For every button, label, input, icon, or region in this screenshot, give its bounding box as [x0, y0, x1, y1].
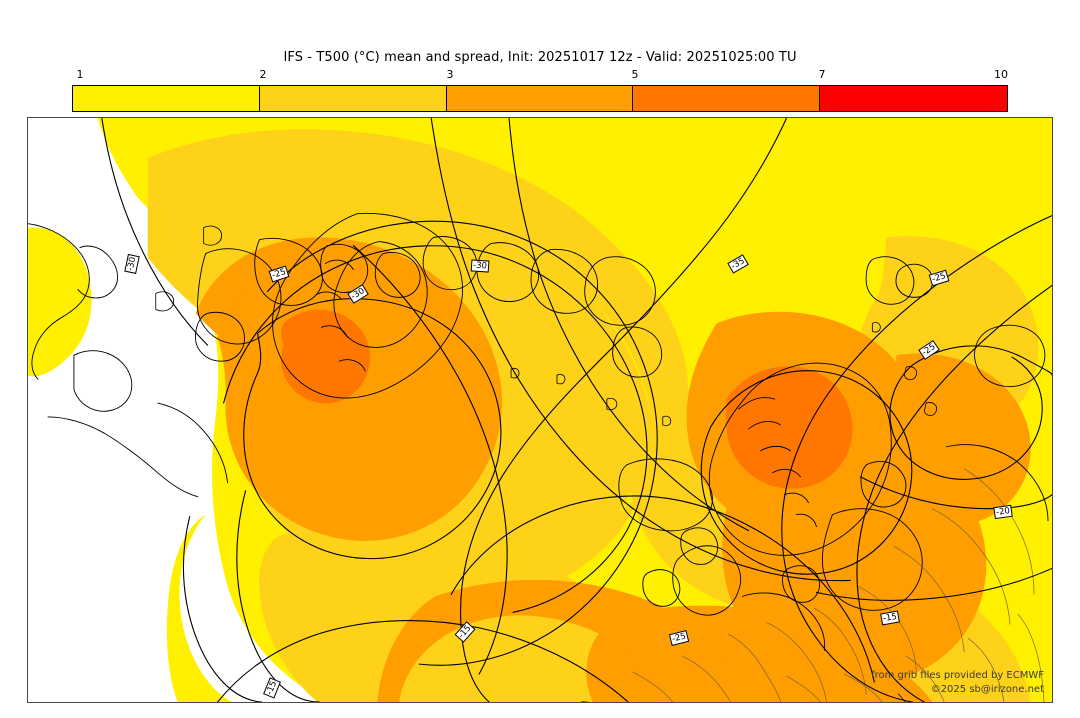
contour-minus-30-arc — [266, 220, 658, 666]
coast-newfoundland — [73, 350, 133, 412]
colorbar-tick-labels: 1 2 3 5 7 10 — [72, 68, 1009, 84]
coast-greenland — [272, 212, 463, 399]
spread-band-3-5-atlantic-arc — [377, 579, 749, 702]
coast-labrador — [77, 245, 119, 299]
colorbar-segment-2-3 — [259, 86, 447, 111]
colorbar-tick-7: 7 — [818, 68, 826, 81]
colorbar-segment-1-2 — [73, 86, 260, 111]
coast-norway-coast — [738, 397, 817, 528]
contour-norway-loop — [700, 370, 913, 575]
contour-minus-25-east2 — [856, 284, 1052, 702]
colorbar-tick-3: 3 — [446, 68, 454, 81]
colorbar-tick-5: 5 — [631, 68, 639, 81]
colorbar-tick-2: 2 — [259, 68, 267, 81]
colorbar-segment-5-7 — [633, 86, 821, 111]
coast-arctic-isl-6 — [584, 256, 656, 326]
contour-label: -20 — [993, 504, 1013, 520]
colorbar-tick-10: 10 — [994, 68, 1008, 81]
coast-north-america — [28, 223, 90, 380]
page-title: IFS - T500 (°C) mean and spread, Init: 2… — [283, 50, 797, 65]
coast-arctic-isl-7 — [612, 326, 663, 378]
coast-arctic-isl-5 — [530, 248, 599, 314]
colorbar-legend: 1 2 3 5 7 10 — [72, 68, 1008, 112]
contour-minus-25-arc1 — [223, 245, 648, 613]
small-islands — [155, 225, 938, 427]
coast-scotland — [680, 527, 719, 565]
map-canvas[interactable]: -30 -25 -30 -30 -35 -25 -25 -20 -15 -25 … — [27, 117, 1053, 703]
colorbar-segment-3-5 — [446, 86, 634, 111]
contour-minus-15-sw — [182, 516, 263, 702]
coast-arctic-russia — [945, 444, 1049, 522]
coast-gulf-bothnia — [860, 461, 907, 508]
colorbar-tick-1: 1 — [76, 68, 84, 81]
map-plot-svg — [28, 118, 1052, 702]
coastline-layer — [28, 212, 1049, 702]
coast-italy — [897, 693, 906, 702]
contour-minus-30-center — [508, 118, 750, 532]
coast-greenland-fjords — [314, 259, 366, 372]
contour-minus-30-west — [101, 118, 209, 346]
coast-scandinavia — [708, 362, 892, 556]
contour-minus-20-east — [859, 476, 1052, 510]
contour-minus-25-center — [352, 245, 508, 675]
contour-label: -30 — [470, 259, 490, 273]
coast-us-east — [157, 402, 229, 484]
spread-band-1-2-sw — [166, 514, 234, 702]
coast-ireland — [642, 569, 681, 607]
spread-band-1-2-west — [28, 227, 92, 377]
contour-inner-loop — [243, 298, 502, 560]
coast-arctic-isl-2 — [374, 252, 421, 298]
country-borders — [632, 468, 1045, 702]
coast-great-lakes — [47, 416, 199, 498]
spread-band-5-7-norway-hotspot — [725, 366, 853, 489]
contour-minus-15-se — [815, 567, 1052, 601]
contour-minus-30-long — [430, 118, 851, 582]
coast-baltic-sea — [821, 508, 923, 611]
contour-minus-20-south — [217, 620, 629, 702]
coast-ellesmere — [254, 237, 323, 306]
coast-great-britain — [672, 545, 742, 616]
colorbar-segment-7-10 — [820, 86, 1007, 111]
coast-novaya-zemlya — [974, 324, 1046, 387]
coast-baffin — [197, 248, 282, 345]
coast-arctic-isl-8 — [195, 311, 245, 362]
coast-north-sea-lowlands — [742, 592, 826, 651]
contour-minus-20-ne-loop — [889, 345, 1052, 480]
coast-svalbard-2 — [895, 263, 933, 298]
spread-band-5-7-greenland-spot — [281, 309, 371, 404]
contour-minus-25-east — [781, 215, 1052, 702]
colorbar-gradient-bar — [72, 85, 1008, 112]
contour-minus-15-long — [236, 490, 320, 702]
coast-greenland-inner — [333, 241, 428, 348]
coast-svalbard — [865, 256, 915, 305]
coast-arctic-isl-3 — [422, 236, 478, 291]
